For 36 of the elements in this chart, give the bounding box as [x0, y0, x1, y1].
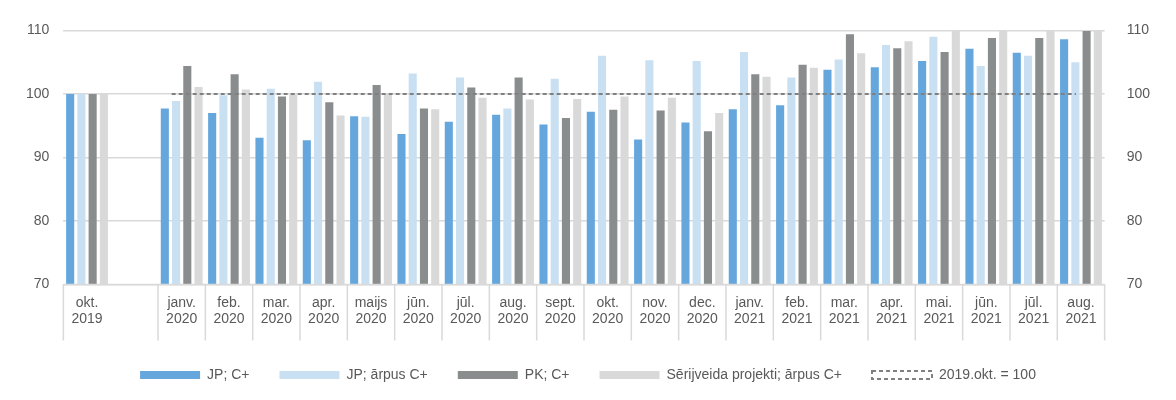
- x-tick-label: apr. 2021: [876, 293, 908, 327]
- x-tick-label: maijs 2020: [354, 293, 388, 327]
- x-tick-label: feb. 2020: [213, 293, 245, 327]
- x-tick-label: mai. 2021: [923, 293, 955, 327]
- x-tick-label: sept. 2020: [544, 293, 577, 327]
- y2-tick-label: 90: [1126, 148, 1143, 165]
- y-tick-label: 110: [27, 21, 50, 38]
- x-tick-label: feb. 2021: [781, 293, 813, 327]
- legend-label: JP; C+: [207, 365, 250, 382]
- y2-tick-label: 110: [1126, 21, 1150, 38]
- x-tick-label: janv. 2020: [166, 293, 198, 327]
- y-tick-label: 70: [33, 275, 50, 292]
- x-tick-label: okt. 2020: [592, 293, 624, 327]
- y-tick-label: 80: [33, 211, 50, 228]
- x-tick-label: aug. 2021: [1065, 293, 1097, 327]
- x-tick-label: dec. 2020: [686, 293, 719, 327]
- x-tick-label: nov. 2020: [639, 293, 671, 327]
- legend-label: Sērijveida projekti; ārpus C+: [666, 365, 843, 382]
- x-tick-label: mar. 2020: [260, 293, 293, 327]
- x-tick-label: apr. 2020: [308, 293, 340, 327]
- x-tick-label: mar. 2021: [828, 293, 861, 327]
- x-tick-label: aug. 2020: [497, 293, 529, 327]
- x-tick-label: jūl. 2021: [1018, 293, 1050, 327]
- legend-label: PK; C+: [524, 365, 570, 382]
- y-tick-label: 100: [26, 84, 50, 101]
- y-tick-label: 90: [33, 148, 50, 165]
- x-tick-label: jūn. 2020: [402, 293, 435, 327]
- legend-label: JP; ārpus C+: [346, 365, 428, 382]
- x-tick-label: okt. 2019: [71, 293, 103, 327]
- y2-tick-label: 70: [1126, 275, 1143, 292]
- x-tick-label: jūn. 2021: [970, 293, 1003, 327]
- x-tick-label: jūl. 2020: [450, 293, 482, 327]
- legend-label: 2019.okt. = 100: [939, 365, 1037, 382]
- x-tick-label: janv. 2021: [734, 293, 766, 327]
- y2-tick-label: 80: [1126, 211, 1143, 228]
- y2-tick-label: 100: [1126, 84, 1151, 101]
